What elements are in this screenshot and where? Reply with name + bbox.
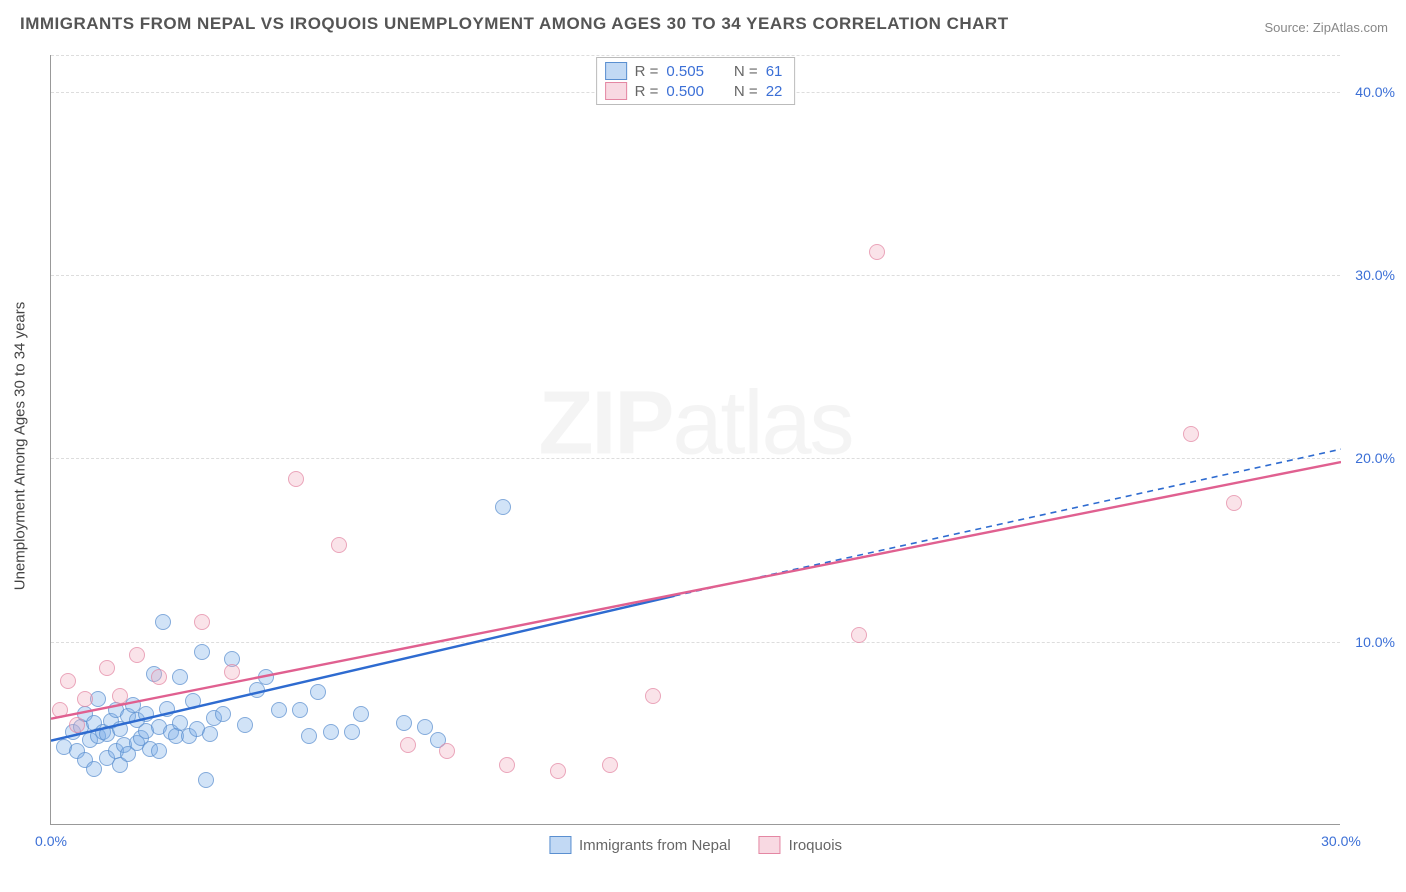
- scatter-point: [396, 715, 412, 731]
- legend-r-label: R =: [635, 83, 659, 100]
- legend-r-label: R =: [635, 63, 659, 80]
- bottom-legend-label-b: Iroquois: [789, 837, 842, 854]
- legend-n-label: N =: [734, 83, 758, 100]
- scatter-point: [138, 706, 154, 722]
- scatter-point: [258, 669, 274, 685]
- legend-row-a: R = 0.505 N = 61: [605, 62, 783, 80]
- chart-title: IMMIGRANTS FROM NEPAL VS IROQUOIS UNEMPL…: [20, 14, 1009, 34]
- y-axis-label: Unemployment Among Ages 30 to 34 years: [12, 302, 29, 591]
- scatter-point: [86, 761, 102, 777]
- scatter-point: [1226, 495, 1242, 511]
- trend-line-ext-a: [675, 449, 1342, 596]
- scatter-point: [151, 743, 167, 759]
- plot-area: ZIPatlas R = 0.505 N = 61 R = 0.500 N = …: [50, 55, 1340, 825]
- gridline: [51, 458, 1340, 459]
- scatter-point: [194, 644, 210, 660]
- scatter-point: [271, 702, 287, 718]
- watermark: ZIPatlas: [538, 373, 852, 476]
- scatter-point: [353, 706, 369, 722]
- scatter-point: [215, 706, 231, 722]
- legend-stats-box: R = 0.505 N = 61 R = 0.500 N = 22: [596, 57, 796, 105]
- bottom-legend-item-a: Immigrants from Nepal: [549, 836, 731, 854]
- scatter-point: [400, 737, 416, 753]
- gridline: [51, 642, 1340, 643]
- scatter-point: [202, 726, 218, 742]
- scatter-point: [151, 669, 167, 685]
- scatter-point: [159, 701, 175, 717]
- scatter-point: [331, 537, 347, 553]
- scatter-point: [645, 688, 661, 704]
- bottom-legend-label-a: Immigrants from Nepal: [579, 837, 731, 854]
- scatter-point: [495, 499, 511, 515]
- legend-r-b: 0.500: [666, 83, 704, 100]
- bottom-legend-item-b: Iroquois: [759, 836, 842, 854]
- scatter-point: [99, 660, 115, 676]
- scatter-point: [417, 719, 433, 735]
- legend-n-label: N =: [734, 63, 758, 80]
- source-attribution: Source: ZipAtlas.com: [1264, 20, 1388, 35]
- legend-swatch-b: [759, 836, 781, 854]
- legend-swatch-a: [605, 62, 627, 80]
- scatter-point: [602, 757, 618, 773]
- trend-line-b: [51, 462, 1341, 719]
- scatter-point: [185, 693, 201, 709]
- scatter-point: [851, 627, 867, 643]
- scatter-point: [194, 614, 210, 630]
- legend-r-a: 0.505: [666, 63, 704, 80]
- scatter-point: [439, 743, 455, 759]
- scatter-point: [499, 757, 515, 773]
- scatter-point: [129, 647, 145, 663]
- x-tick-label: 0.0%: [35, 833, 67, 849]
- scatter-point: [550, 763, 566, 779]
- legend-swatch-b: [605, 82, 627, 100]
- y-tick-label: 40.0%: [1345, 84, 1395, 100]
- scatter-point: [288, 471, 304, 487]
- scatter-point: [224, 664, 240, 680]
- scatter-point: [344, 724, 360, 740]
- scatter-point: [172, 669, 188, 685]
- scatter-point: [198, 772, 214, 788]
- gridline: [51, 275, 1340, 276]
- scatter-point: [310, 684, 326, 700]
- x-tick-label: 30.0%: [1321, 833, 1361, 849]
- bottom-legend: Immigrants from Nepal Iroquois: [549, 836, 842, 854]
- y-tick-label: 10.0%: [1345, 634, 1395, 650]
- scatter-point: [301, 728, 317, 744]
- legend-swatch-a: [549, 836, 571, 854]
- y-tick-label: 20.0%: [1345, 450, 1395, 466]
- scatter-point: [869, 244, 885, 260]
- scatter-point: [112, 688, 128, 704]
- y-tick-label: 30.0%: [1345, 267, 1395, 283]
- scatter-point: [52, 702, 68, 718]
- legend-n-a: 61: [766, 63, 783, 80]
- legend-row-b: R = 0.500 N = 22: [605, 82, 783, 100]
- scatter-point: [77, 691, 93, 707]
- trend-lines-svg: [51, 55, 1341, 825]
- scatter-point: [323, 724, 339, 740]
- scatter-point: [69, 717, 85, 733]
- scatter-point: [60, 673, 76, 689]
- scatter-point: [292, 702, 308, 718]
- scatter-point: [155, 614, 171, 630]
- gridline: [51, 55, 1340, 56]
- scatter-point: [1183, 426, 1199, 442]
- scatter-point: [237, 717, 253, 733]
- legend-n-b: 22: [766, 83, 783, 100]
